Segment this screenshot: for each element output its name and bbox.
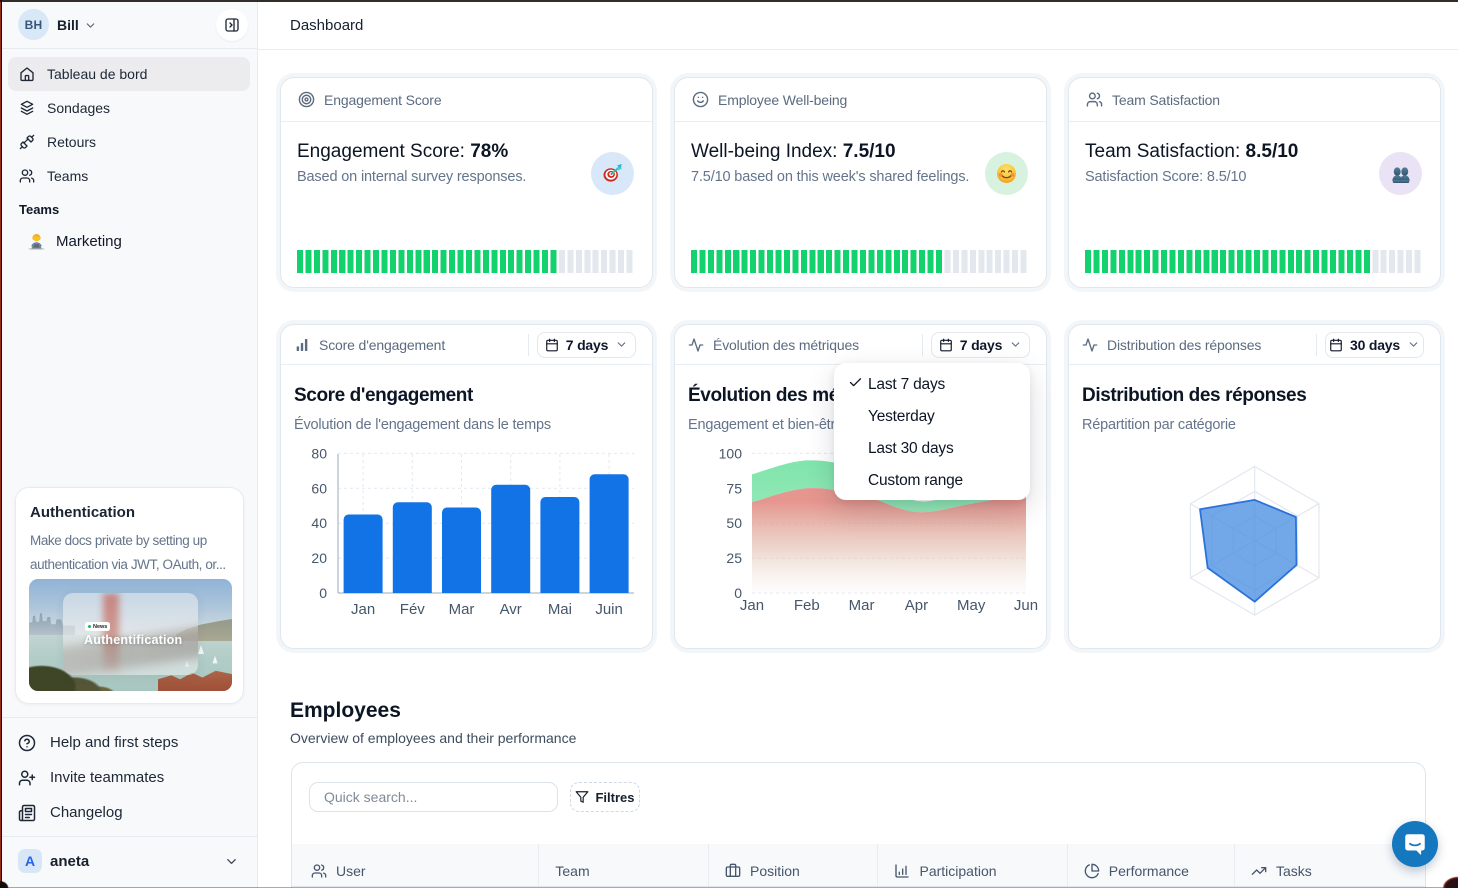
svg-text:Avr: Avr bbox=[500, 601, 522, 618]
svg-text:20: 20 bbox=[311, 550, 327, 566]
svg-text:50: 50 bbox=[726, 515, 742, 531]
svg-text:0: 0 bbox=[734, 585, 742, 601]
svg-text:80: 80 bbox=[311, 445, 327, 461]
svg-text:Juin: Juin bbox=[595, 601, 623, 618]
svg-text:Fév: Fév bbox=[400, 601, 426, 618]
svg-text:May: May bbox=[957, 597, 986, 614]
svg-text:Mai: Mai bbox=[548, 601, 572, 618]
svg-text:0: 0 bbox=[319, 585, 327, 601]
svg-text:60: 60 bbox=[311, 480, 327, 496]
svg-text:100: 100 bbox=[719, 445, 743, 461]
svg-text:Apr: Apr bbox=[905, 597, 928, 614]
svg-text:25: 25 bbox=[726, 550, 742, 566]
svg-text:40: 40 bbox=[311, 515, 327, 531]
svg-text:Mar: Mar bbox=[849, 597, 875, 614]
svg-text:Jun: Jun bbox=[1014, 597, 1038, 614]
svg-text:Mar: Mar bbox=[449, 601, 475, 618]
svg-text:75: 75 bbox=[726, 480, 742, 496]
svg-text:Jan: Jan bbox=[740, 597, 764, 614]
svg-text:Feb: Feb bbox=[794, 597, 820, 614]
svg-text:Jan: Jan bbox=[351, 601, 375, 618]
